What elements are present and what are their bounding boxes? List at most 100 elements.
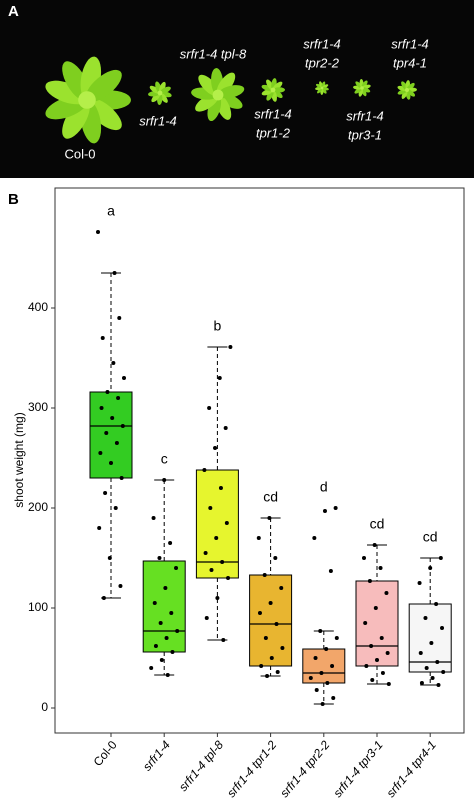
data-point (419, 681, 424, 685)
data-point (279, 586, 284, 590)
data-point (213, 446, 218, 450)
data-point (163, 586, 168, 590)
plant-label: tpr2-2 (305, 55, 340, 70)
data-point (117, 316, 122, 320)
plant-label: srfr1-4 (346, 108, 384, 123)
data-point (312, 536, 317, 540)
leaf (266, 89, 274, 101)
data-point (113, 506, 118, 510)
data-point (220, 560, 225, 564)
data-point (379, 636, 384, 640)
leaf (217, 85, 245, 99)
box (408, 603, 452, 673)
data-point (174, 566, 179, 570)
data-point (105, 390, 110, 394)
y-tick-label: 100 (28, 600, 48, 614)
x-tick-label: srfr1-4 (140, 738, 173, 774)
data-point (99, 406, 104, 410)
data-point (280, 646, 285, 650)
data-point (417, 581, 422, 585)
data-point (96, 230, 100, 234)
data-point (104, 431, 109, 435)
data-point (386, 682, 391, 686)
data-point (314, 688, 319, 692)
data-point (328, 569, 333, 573)
data-point (434, 602, 439, 606)
data-point (169, 611, 174, 615)
data-point (324, 647, 329, 651)
box (249, 574, 293, 667)
data-point (257, 611, 262, 615)
significance-letter: d (320, 479, 328, 495)
x-tick-label: srfr1-4 tpr4-1 (384, 738, 439, 800)
data-point (269, 656, 274, 660)
rosette-center (78, 91, 96, 109)
data-point (112, 271, 117, 275)
significance-letter: a (107, 203, 115, 219)
rosette-center (405, 88, 409, 92)
data-point (331, 696, 336, 700)
plant-label: srfr1-4 (391, 36, 429, 51)
data-point (98, 451, 103, 455)
data-point (367, 579, 372, 583)
data-point (159, 658, 164, 662)
data-point (100, 336, 105, 340)
data-point (384, 591, 389, 595)
data-point (322, 509, 327, 513)
y-axis-title: shoot weight (mg) (12, 412, 26, 507)
box (142, 560, 186, 653)
y-tick-label: 400 (28, 300, 48, 314)
data-point (334, 636, 339, 640)
data-point (209, 568, 214, 572)
data-point (158, 621, 163, 625)
significance-letter: cd (370, 516, 385, 532)
leaf (85, 69, 122, 102)
data-point (103, 491, 108, 495)
significance-letter: c (161, 451, 168, 467)
x-tick-label: srfr1-4 tpr3-1 (330, 738, 385, 800)
data-point (228, 345, 233, 349)
plant-label: tpr1-2 (256, 125, 291, 140)
data-point (204, 616, 209, 620)
data-point (111, 361, 116, 365)
data-point (267, 516, 272, 520)
data-point (265, 674, 270, 678)
data-point (438, 556, 443, 560)
data-point (372, 543, 377, 547)
data-point (259, 664, 264, 668)
plant-label: Col-0 (64, 146, 95, 161)
data-point (202, 468, 207, 472)
data-point (380, 671, 385, 675)
data-point (318, 629, 323, 633)
data-point (168, 541, 173, 545)
significance-letter: cd (263, 489, 278, 505)
plant-label: tpr3-1 (348, 127, 382, 142)
data-point (423, 616, 428, 620)
plant-label: srfr1-4 (139, 113, 177, 128)
data-point (429, 641, 434, 645)
data-point (373, 606, 378, 610)
data-point (325, 681, 330, 685)
data-point (207, 406, 212, 410)
box (355, 580, 399, 667)
data-point (203, 551, 208, 555)
data-point (175, 629, 180, 633)
rosette-center (360, 86, 364, 90)
leaf (45, 80, 88, 105)
data-point (440, 626, 445, 630)
plant-label: srfr1-4 tpl-8 (180, 46, 247, 61)
leaf (401, 89, 408, 99)
data-point (430, 676, 435, 680)
data-point (226, 576, 231, 580)
data-point (424, 666, 429, 670)
data-point (362, 556, 366, 560)
data-point (116, 396, 121, 400)
x-tick-label: srfr1-4 tpl-8 (176, 738, 226, 794)
plant-label: tpr4-1 (393, 55, 427, 70)
data-point (435, 660, 440, 664)
plant-label: srfr1-4 (303, 36, 341, 51)
data-point (97, 526, 102, 530)
leaf (62, 99, 90, 139)
data-point (109, 461, 113, 465)
leaf (361, 87, 371, 93)
